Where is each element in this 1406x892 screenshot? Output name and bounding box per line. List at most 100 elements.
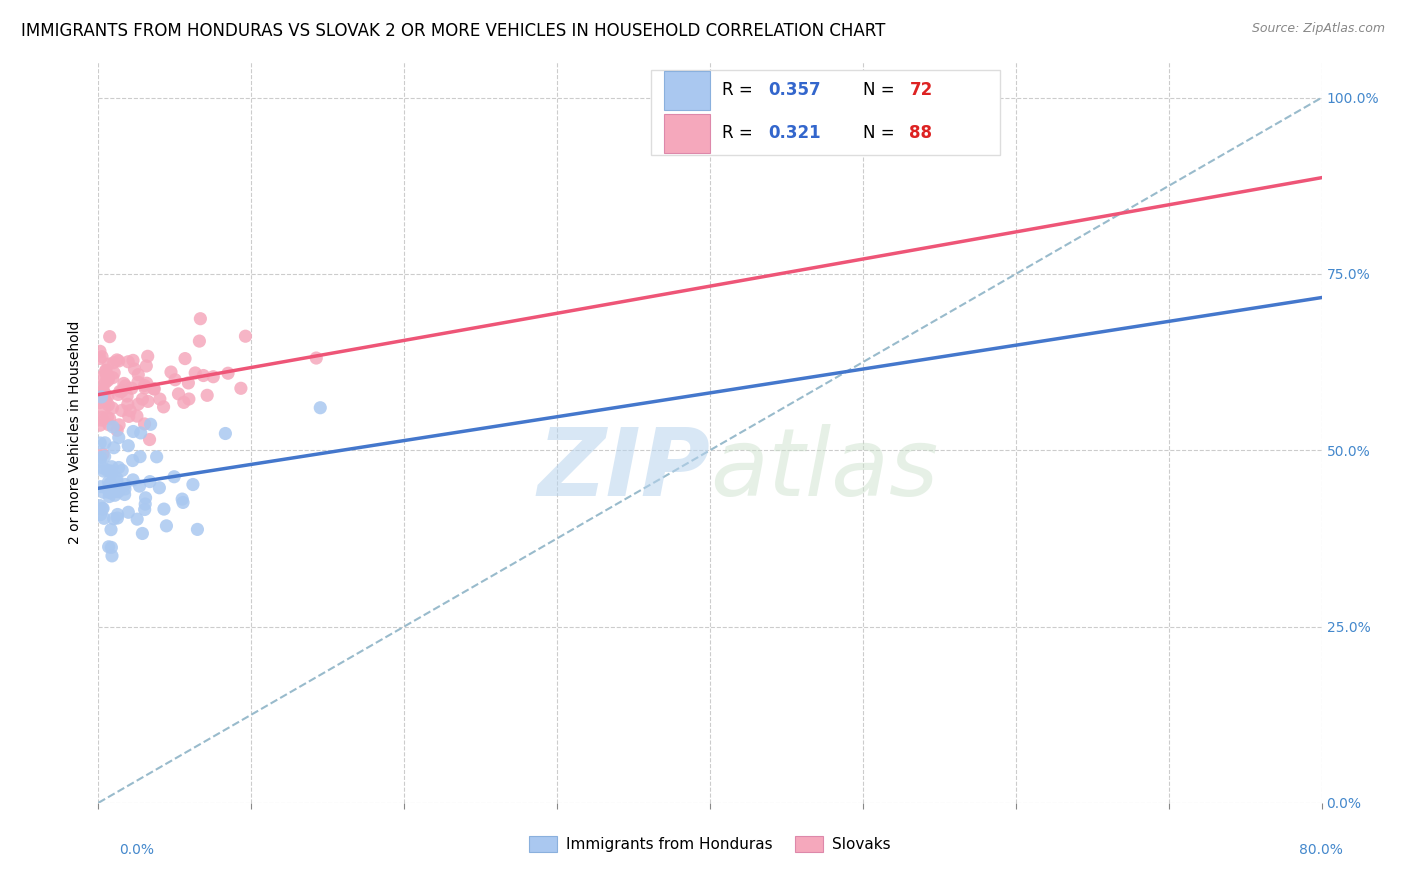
- Point: [94, 376, 117, 390]
- Point: [94, 364, 117, 378]
- Point: [97, 372, 120, 386]
- Point: [120, 403, 142, 417]
- Point: [91, 382, 114, 396]
- Point: [155, 519, 177, 533]
- Point: [127, 512, 149, 526]
- Point: [100, 464, 122, 478]
- Point: [91, 388, 114, 402]
- Point: [94, 368, 117, 382]
- Point: [89, 344, 111, 359]
- Point: [101, 370, 124, 384]
- Legend: Immigrants from Honduras, Slovaks: Immigrants from Honduras, Slovaks: [523, 830, 897, 858]
- Point: [97, 475, 120, 489]
- FancyBboxPatch shape: [651, 70, 1000, 155]
- Point: [93, 402, 115, 417]
- Point: [97, 357, 120, 371]
- FancyBboxPatch shape: [664, 71, 710, 110]
- Point: [107, 460, 129, 475]
- FancyBboxPatch shape: [664, 114, 710, 153]
- Point: [94, 363, 117, 377]
- Point: [97, 389, 120, 403]
- Point: [89, 392, 111, 407]
- Point: [108, 384, 131, 399]
- Point: [112, 376, 135, 391]
- Point: [134, 381, 156, 395]
- Point: [181, 477, 204, 491]
- Point: [90, 450, 112, 465]
- Point: [90, 508, 112, 522]
- Point: [107, 354, 129, 368]
- Point: [89, 499, 111, 513]
- Point: [136, 349, 159, 363]
- Text: Source: ZipAtlas.com: Source: ZipAtlas.com: [1251, 22, 1385, 36]
- Point: [89, 370, 111, 384]
- Point: [138, 433, 160, 447]
- Point: [136, 394, 159, 409]
- Point: [114, 379, 136, 393]
- Point: [173, 395, 195, 409]
- Text: 0.321: 0.321: [769, 124, 821, 142]
- Point: [139, 475, 162, 489]
- Point: [153, 502, 176, 516]
- Point: [149, 392, 172, 406]
- Point: [111, 463, 134, 477]
- Point: [103, 356, 125, 370]
- Point: [89, 480, 111, 494]
- Point: [89, 418, 111, 433]
- Point: [91, 485, 114, 500]
- Text: 0.0%: 0.0%: [120, 843, 155, 857]
- Point: [107, 484, 129, 499]
- Point: [93, 511, 115, 525]
- Point: [101, 420, 124, 434]
- Point: [101, 401, 124, 416]
- Point: [93, 464, 115, 478]
- Point: [117, 439, 139, 453]
- Point: [97, 398, 120, 412]
- Point: [172, 495, 194, 509]
- Point: [114, 487, 136, 501]
- Point: [186, 523, 208, 537]
- Text: 0.357: 0.357: [769, 81, 821, 99]
- Point: [160, 365, 183, 379]
- Point: [188, 334, 211, 348]
- Point: [121, 381, 143, 395]
- Point: [90, 384, 112, 399]
- Point: [193, 368, 215, 383]
- Point: [89, 388, 111, 402]
- Point: [90, 390, 112, 404]
- Point: [134, 378, 156, 392]
- Y-axis label: 2 or more Vehicles in Household: 2 or more Vehicles in Household: [69, 321, 83, 544]
- Point: [124, 362, 146, 376]
- Point: [93, 386, 115, 401]
- Point: [122, 473, 145, 487]
- Point: [108, 417, 131, 432]
- Point: [127, 368, 149, 382]
- Point: [98, 411, 121, 425]
- Point: [122, 425, 145, 439]
- Point: [97, 374, 120, 388]
- Point: [103, 512, 125, 526]
- Point: [195, 388, 218, 402]
- Point: [91, 501, 114, 516]
- Point: [111, 403, 134, 417]
- Point: [107, 483, 129, 497]
- Point: [105, 471, 128, 485]
- Point: [177, 392, 200, 406]
- Point: [98, 485, 121, 500]
- Point: [131, 392, 153, 406]
- Point: [165, 373, 187, 387]
- Text: atlas: atlas: [710, 424, 938, 516]
- Point: [127, 397, 149, 411]
- Point: [91, 413, 114, 427]
- Point: [309, 401, 332, 415]
- Point: [184, 366, 207, 380]
- Point: [105, 423, 128, 437]
- Point: [121, 453, 143, 467]
- Point: [131, 526, 153, 541]
- Point: [94, 435, 117, 450]
- Point: [214, 426, 236, 441]
- Text: ZIP: ZIP: [537, 424, 710, 516]
- Point: [114, 482, 136, 496]
- Text: IMMIGRANTS FROM HONDURAS VS SLOVAK 2 OR MORE VEHICLES IN HOUSEHOLD CORRELATION C: IMMIGRANTS FROM HONDURAS VS SLOVAK 2 OR …: [21, 22, 886, 40]
- Point: [91, 410, 114, 425]
